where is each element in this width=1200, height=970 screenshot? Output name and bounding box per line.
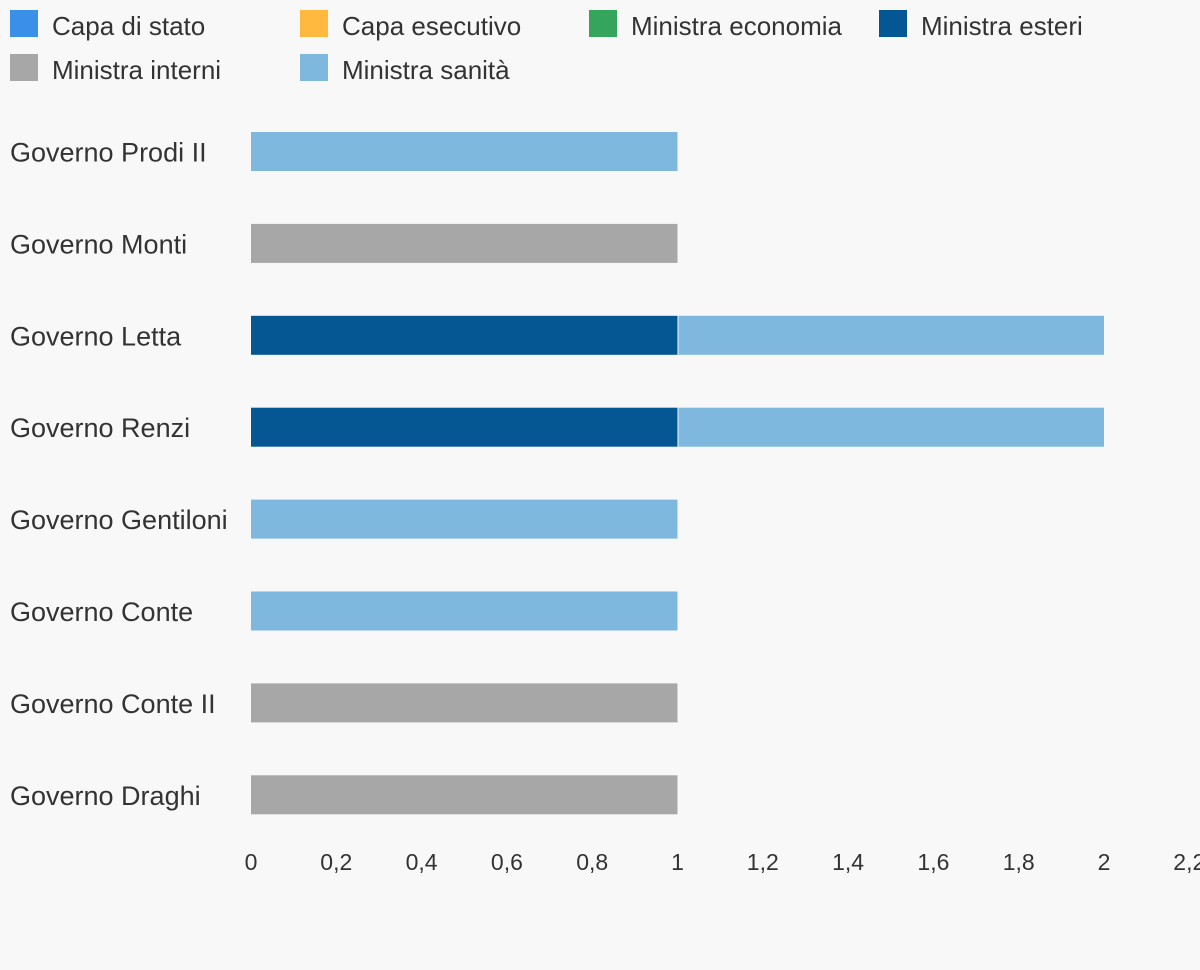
legend-label: Ministra sanità xyxy=(342,55,510,85)
legend-swatch xyxy=(879,10,907,37)
category-label: Governo Conte II xyxy=(10,689,216,719)
chart-legend: Capa di stato Capa esecutivo Ministra econ… xyxy=(10,8,1190,92)
x-tick-label: 0,8 xyxy=(576,849,608,875)
x-tick-label: 0,6 xyxy=(491,849,523,875)
legend-label: Ministra esteri xyxy=(921,11,1083,41)
category-label: Governo Gentiloni xyxy=(10,505,228,535)
legend-swatch xyxy=(10,10,38,37)
legend-swatch xyxy=(300,10,328,37)
x-tick-label: 0,4 xyxy=(406,849,438,875)
bar-segment[interactable] xyxy=(251,683,678,723)
legend-label: Ministra interni xyxy=(52,55,222,85)
category-label: Governo Letta xyxy=(10,321,182,351)
x-tick-label: 1 xyxy=(671,849,684,875)
legend-swatch xyxy=(589,10,617,37)
x-tick-label: 2,2 xyxy=(1173,849,1200,875)
legend-label: Capa di stato xyxy=(52,11,206,41)
bar-segment[interactable] xyxy=(251,775,678,815)
category-label: Governo Draghi xyxy=(10,781,201,811)
bar-segment[interactable] xyxy=(678,407,1105,447)
x-tick-label: 0 xyxy=(245,849,258,875)
x-tick-label: 0,2 xyxy=(320,849,352,875)
x-tick-label: 1,4 xyxy=(832,849,864,875)
category-label: Governo Renzi xyxy=(10,413,190,443)
legend-swatch xyxy=(300,54,328,81)
bar-segment[interactable] xyxy=(678,315,1105,355)
bar-segment[interactable] xyxy=(251,132,678,171)
category-label: Governo Conte xyxy=(10,597,193,627)
legend-swatch xyxy=(10,54,38,81)
category-label: Governo Monti xyxy=(10,229,187,259)
x-tick-label: 1,6 xyxy=(917,849,949,875)
category-label: Governo Prodi II xyxy=(10,138,207,168)
legend-label: Ministra economia xyxy=(631,11,842,41)
legend-label: Capa esecutivo xyxy=(342,11,522,41)
bar-segment[interactable] xyxy=(251,407,678,447)
bar-segment[interactable] xyxy=(251,223,678,263)
bar-segment[interactable] xyxy=(251,499,678,539)
bar-segment[interactable] xyxy=(251,591,678,631)
bar-segment[interactable] xyxy=(251,315,678,355)
x-tick-label: 1,8 xyxy=(1003,849,1035,875)
x-tick-label: 2 xyxy=(1098,849,1111,875)
x-tick-label: 1,2 xyxy=(747,849,779,875)
